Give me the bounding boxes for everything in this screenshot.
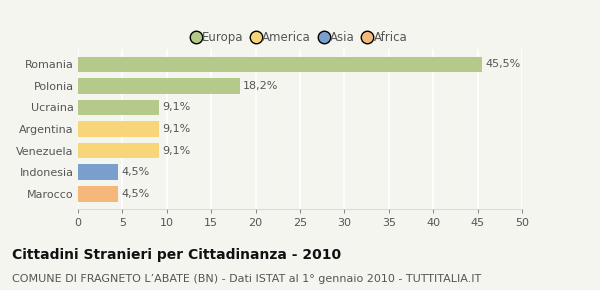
Text: Cittadini Stranieri per Cittadinanza - 2010: Cittadini Stranieri per Cittadinanza - 2… xyxy=(12,248,341,262)
Bar xyxy=(78,121,159,137)
Bar xyxy=(78,186,118,202)
Text: 45,5%: 45,5% xyxy=(485,59,521,69)
Text: 9,1%: 9,1% xyxy=(163,146,191,156)
Bar xyxy=(78,164,118,180)
Text: 4,5%: 4,5% xyxy=(122,167,150,177)
Text: 9,1%: 9,1% xyxy=(163,102,191,113)
Text: 18,2%: 18,2% xyxy=(243,81,278,91)
Text: 9,1%: 9,1% xyxy=(163,124,191,134)
Bar xyxy=(78,78,239,94)
Bar xyxy=(78,100,159,115)
Bar xyxy=(78,143,159,158)
Legend: Europa, America, Asia, Africa: Europa, America, Asia, Africa xyxy=(188,26,412,49)
Text: 4,5%: 4,5% xyxy=(122,189,150,199)
Bar xyxy=(78,57,482,72)
Text: COMUNE DI FRAGNETO L’ABATE (BN) - Dati ISTAT al 1° gennaio 2010 - TUTTITALIA.IT: COMUNE DI FRAGNETO L’ABATE (BN) - Dati I… xyxy=(12,274,481,284)
